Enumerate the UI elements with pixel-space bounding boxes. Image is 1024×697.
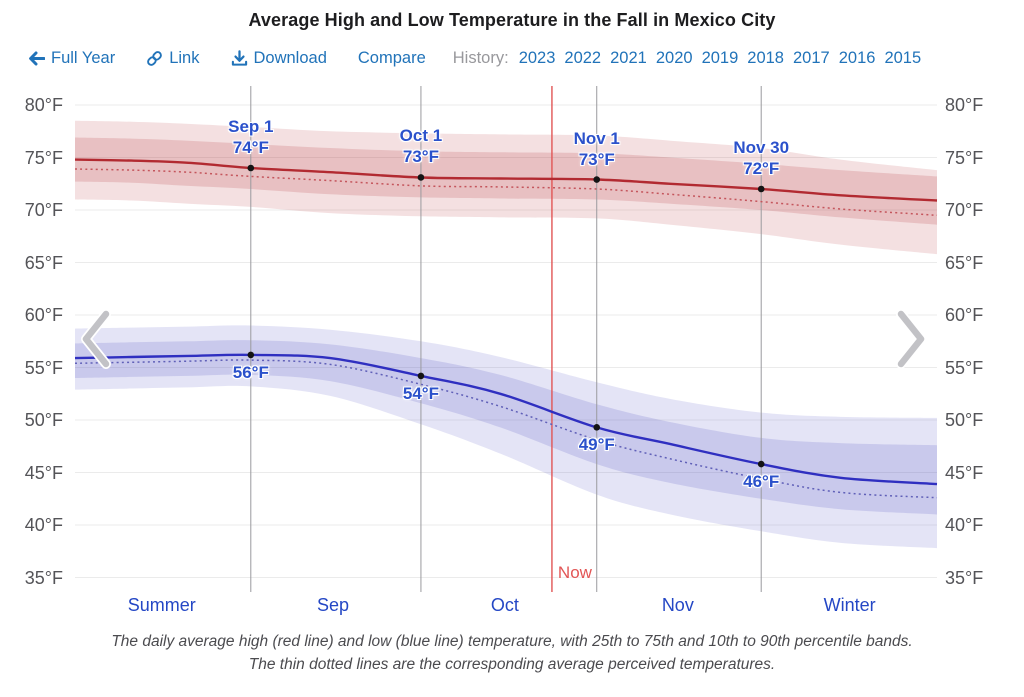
marker-dot-low-31 xyxy=(247,351,255,359)
point-label-low-54°f: 54°F xyxy=(402,383,439,403)
history-year-2021[interactable]: 2021 xyxy=(610,49,647,67)
history-year-2016[interactable]: 2016 xyxy=(838,49,876,67)
y-axis-label-right-45: 45°F xyxy=(945,462,984,483)
history-years: 2023 2022 2021 2020 2019 2018 2017 2016 2015 xyxy=(519,49,921,68)
link-label: Link xyxy=(169,49,200,67)
y-axis-label-left-50: 50°F xyxy=(24,410,63,430)
point-date-label: Sep 1 xyxy=(228,117,274,136)
full-year-label: Full Year xyxy=(51,49,116,67)
marker-dot-high-31 xyxy=(247,164,255,172)
marker-dot-low-61 xyxy=(417,372,425,380)
download-link[interactable]: Download xyxy=(231,49,327,68)
back-arrow-icon xyxy=(29,51,45,66)
point-temp-label: 73°F xyxy=(578,149,615,169)
y-axis-label-left-45: 45°F xyxy=(24,462,63,483)
point-date-label: Oct 1 xyxy=(399,126,443,146)
history-label: History: xyxy=(452,49,509,67)
next-season-button[interactable] xyxy=(897,310,925,368)
compare-label: Compare xyxy=(357,49,426,67)
marker-dot-high-121 xyxy=(757,185,765,193)
marker-dot-high-92 xyxy=(593,176,601,183)
point-label-high-nov-1: Nov 1 73°F xyxy=(532,128,662,170)
caption-line-2: The thin dotted lines are the correspond… xyxy=(248,656,776,673)
history-year-2022[interactable]: 2022 xyxy=(564,49,602,67)
toolbar: Full Year Link Download Compare History:… xyxy=(28,49,921,68)
now-label: Now xyxy=(557,563,592,582)
point-label-high-sep-1: Sep 1 74°F xyxy=(186,116,316,158)
y-axis-label-left-60: 60°F xyxy=(24,305,63,325)
history-year-2017[interactable]: 2017 xyxy=(793,49,830,67)
y-axis-label-left-65: 65°F xyxy=(24,252,63,273)
y-axis-label-left-70: 70°F xyxy=(24,200,63,220)
y-axis-label-left-80: 80°F xyxy=(24,95,63,115)
y-axis-label-right-70: 70°F xyxy=(945,200,984,220)
download-icon xyxy=(231,50,247,66)
y-axis-label-right-60: 60°F xyxy=(945,305,984,325)
point-label-low-56°f: 56°F xyxy=(232,362,269,382)
download-label: Download xyxy=(253,49,327,67)
y-axis-label-right-80: 80°F xyxy=(945,95,984,115)
caption-line-1: The daily average high (red line) and lo… xyxy=(111,633,913,650)
y-axis-label-right-65: 65°F xyxy=(945,252,984,273)
band-high-25th-75th xyxy=(75,137,937,225)
y-axis-label-left-35: 35°F xyxy=(24,567,63,588)
marker-dot-low-92 xyxy=(593,424,601,431)
y-axis-label-right-35: 35°F xyxy=(945,567,984,588)
point-temp-label: 74°F xyxy=(232,138,269,157)
point-label-high-oct-1: Oct 1 73°F xyxy=(356,125,486,167)
y-axis-label-left-75: 75°F xyxy=(24,147,63,168)
history-year-2018[interactable]: 2018 xyxy=(747,49,784,67)
history-year-2019[interactable]: 2019 xyxy=(701,49,739,67)
point-label-high-nov-30: Nov 30 72°F xyxy=(696,137,826,179)
x-axis-label-oct[interactable]: Oct xyxy=(490,595,519,615)
chart-caption: The daily average high (red line) and lo… xyxy=(0,630,1024,676)
marker-dot-high-61 xyxy=(417,174,425,181)
prev-season-button[interactable] xyxy=(82,310,110,368)
point-temp-label: 72°F xyxy=(743,159,780,178)
point-temp-label: 73°F xyxy=(402,147,439,167)
x-axis-label-winter[interactable]: Winter xyxy=(823,595,876,615)
average-low-line xyxy=(74,353,938,486)
marker-dot-low-121 xyxy=(757,460,765,468)
link-icon xyxy=(147,51,163,66)
x-axis-label-sep[interactable]: Sep xyxy=(317,595,350,615)
band-low-10th-90th xyxy=(75,325,937,549)
history-year-2015[interactable]: 2015 xyxy=(884,49,922,67)
link-link[interactable]: Link xyxy=(146,49,200,68)
y-axis-label-left-55: 55°F xyxy=(24,357,63,378)
full-year-link[interactable]: Full Year xyxy=(28,49,115,68)
point-date-label: Nov 30 xyxy=(733,138,790,157)
average-high-line xyxy=(74,158,938,202)
perceived-low-line xyxy=(74,359,938,499)
point-label-low-49°f: 49°F xyxy=(578,435,615,455)
y-axis-label-right-55: 55°F xyxy=(945,357,984,378)
compare-link[interactable]: Compare xyxy=(358,49,426,68)
history-year-2020[interactable]: 2020 xyxy=(655,49,693,67)
x-axis-label-summer[interactable]: Summer xyxy=(127,595,196,615)
page-title: Average High and Low Temperature in the … xyxy=(248,10,776,30)
history-year-2023[interactable]: 2023 xyxy=(518,49,556,67)
y-axis-label-left-40: 40°F xyxy=(24,515,63,535)
y-axis-label-right-75: 75°F xyxy=(945,147,984,168)
point-date-label: Nov 1 xyxy=(573,128,620,148)
y-axis-label-right-40: 40°F xyxy=(945,515,984,535)
x-axis-label-nov[interactable]: Nov xyxy=(661,595,694,615)
perceived-high-line xyxy=(74,168,938,217)
y-axis-label-right-50: 50°F xyxy=(945,410,984,430)
point-label-low-46°f: 46°F xyxy=(743,472,780,492)
